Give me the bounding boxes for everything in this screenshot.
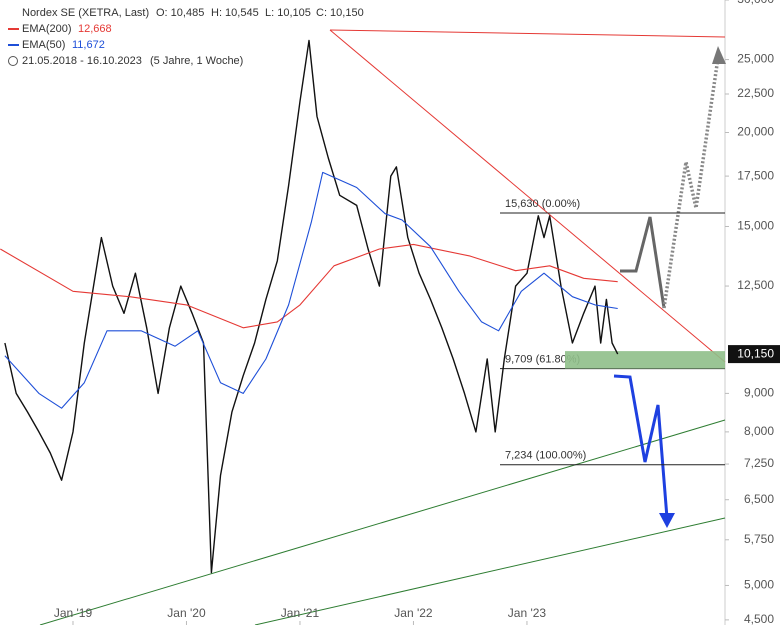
x-tick-label: Jan '22 (394, 606, 433, 620)
y-tick-label: 17,500 (737, 168, 774, 182)
ema-line (0, 243, 618, 329)
y-tick-label: 7,250 (744, 456, 774, 470)
y-tick-label: 6,500 (744, 492, 774, 506)
header: Nordex SE (XETRA, Last) O: 10,485 H: 10,… (8, 7, 364, 67)
support-zone (565, 351, 725, 369)
x-tick-label: Jan '19 (54, 606, 93, 620)
price-line (4, 39, 619, 574)
y-tick-label: 22,500 (737, 86, 774, 100)
y-tick-label: 12,500 (737, 278, 774, 292)
y-tick-label: 20,000 (737, 125, 774, 139)
fib-label: 7,234 (100.00%) (505, 450, 586, 462)
period: (5 Jahre, 1 Woche) (150, 55, 243, 67)
x-tick-label: Jan '20 (167, 606, 206, 620)
support-line (254, 517, 726, 625)
y-tick-label: 25,000 (737, 52, 774, 66)
scenario-arrow (662, 57, 720, 309)
scenario-arrow (613, 374, 669, 519)
legend-value: 11,672 (72, 39, 105, 51)
ohlc: O: 10,485 (156, 7, 204, 19)
y-tick-label: 5,000 (744, 578, 774, 592)
y-tick-label: 5,750 (744, 532, 774, 546)
legend-label: EMA(50) (22, 39, 65, 51)
x-tick-label: Jan '23 (508, 606, 547, 620)
y-tick-label: 4,500 (744, 612, 774, 625)
date-range: 21.05.2018 - 16.10.2023 (22, 55, 142, 67)
y-tick-label: 8,000 (744, 424, 774, 438)
ohlc: L: 10,105 (265, 7, 311, 19)
instrument-title: Nordex SE (XETRA, Last) (22, 7, 149, 19)
arrow-head (659, 513, 675, 528)
fib-label: 9,709 (61.80%) (505, 354, 580, 366)
y-tick-label: 30,000 (737, 0, 774, 6)
y-tick-label: 9,000 (744, 386, 774, 400)
clock-icon (8, 56, 18, 66)
x-tick-label: Jan '21 (281, 606, 320, 620)
trend-line (329, 29, 726, 38)
y-tick-label: 15,000 (737, 219, 774, 233)
arrow-head (712, 46, 726, 64)
price-tag-label: 10,150 (737, 346, 774, 360)
scenario-arrow (620, 216, 666, 309)
ema-line (4, 171, 618, 409)
ohlc: C: 10,150 (316, 7, 364, 19)
trend-line (329, 29, 726, 363)
support-line (39, 419, 726, 625)
ohlc: H: 10,545 (211, 7, 259, 19)
fib-label: 15,630 (0.00%) (505, 198, 580, 210)
legend-label: EMA(200) (22, 23, 72, 35)
price-tag (728, 345, 780, 364)
legend-value: 12,668 (78, 23, 112, 35)
